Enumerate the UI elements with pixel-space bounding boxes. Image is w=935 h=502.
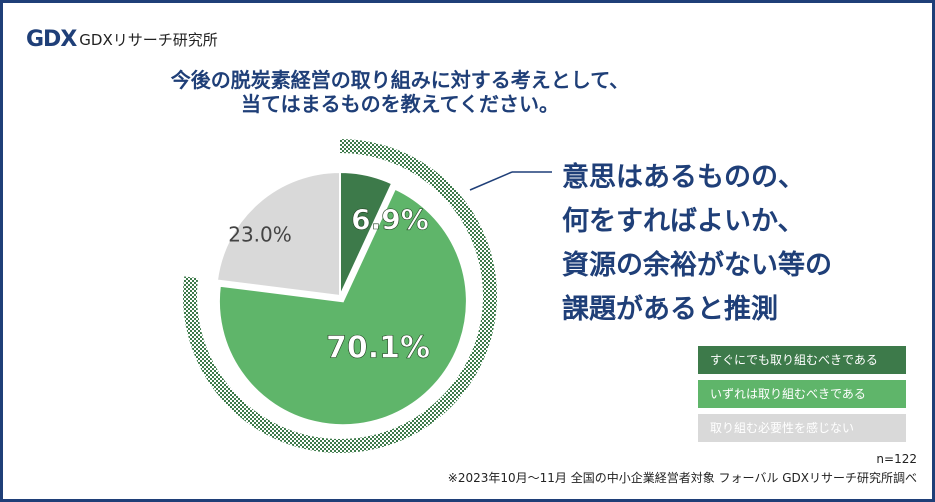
source-note: ※2023年10月～11月 全国の中小企業経営者対象 フォーバル GDXリサーチ… [447,471,917,485]
logo-text: GDXリサーチ研究所 [79,30,218,49]
callout-line-1: 意思はあるものの、 [562,162,805,193]
logo-mark: GDX [26,26,77,52]
data-label-slice-not-needed: 23.0% [228,223,292,247]
title-line-1: 今後の脱炭素経営の取り組みに対する考えとして、 [170,68,630,92]
callout-line-2: 何をすればよいか、 [562,206,805,237]
data-label-slice-immediate: 6.9% [351,203,429,236]
legend-item-eventually: いずれは取り組むべきである [698,380,906,408]
callout-leader-line [469,171,513,191]
slice-eventually [217,187,468,427]
chart-title: 今後の脱炭素経営の取り組みに対する考えとして、 当てはまるものを教えてください。 [120,68,680,116]
sample-size: n=122 [876,452,917,466]
title-line-2: 当てはまるものを教えてください。 [241,92,559,116]
legend-item-immediate: すぐにでも取り組むべきである [698,346,906,374]
callout-text: 意思はあるものの、 何をすればよいか、 資源の余裕がない等の 課題があると推測 [562,156,922,332]
highlight-ring [183,139,497,453]
callout-line-3: 資源の余裕がない等の [562,250,832,281]
callout-line-4: 課題があると推測 [562,294,778,325]
legend-item-not-needed: 取り組む必要性を感じない [698,414,906,442]
logo: GDX GDXリサーチ研究所 [26,26,218,52]
data-label-slice-eventually: 70.1% [326,331,430,366]
slice-not-needed [215,170,341,298]
